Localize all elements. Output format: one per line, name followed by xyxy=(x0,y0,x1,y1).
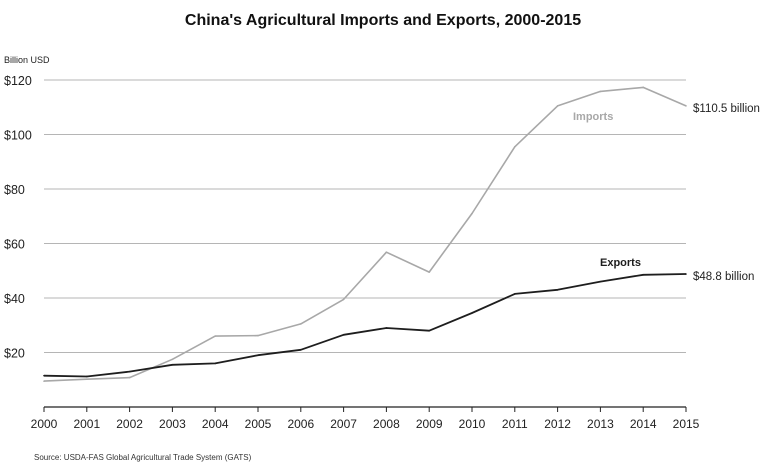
imports-point-2008 xyxy=(385,251,388,254)
imports-point-2000 xyxy=(43,380,45,382)
x-tick-label: 2008 xyxy=(373,417,400,431)
imports-point-2001 xyxy=(86,378,88,381)
y-axis-unit-label: Billion USD xyxy=(4,55,50,65)
imports-point-2004 xyxy=(214,335,216,337)
x-tick-label: 2010 xyxy=(459,417,486,431)
x-tick-label: 2007 xyxy=(330,417,357,431)
exports-point-2000 xyxy=(43,374,45,377)
imports-series-label: Imports xyxy=(573,111,613,123)
imports-point-2003 xyxy=(171,358,174,361)
x-tick-label: 2015 xyxy=(673,417,700,431)
exports-line xyxy=(43,273,687,378)
imports-point-2002 xyxy=(128,376,131,379)
exports-point-2014 xyxy=(642,274,644,276)
y-tick-label: $40 xyxy=(4,292,25,306)
x-tick-label: 2000 xyxy=(31,417,58,431)
imports-point-2012 xyxy=(556,105,559,107)
x-tick-label: 2002 xyxy=(116,417,143,431)
imports-point-2010 xyxy=(471,212,473,215)
exports-point-2002 xyxy=(128,370,131,373)
exports-point-2013 xyxy=(599,280,602,283)
exports-point-2007 xyxy=(342,333,345,336)
x-tick-label: 2005 xyxy=(245,417,272,431)
exports-series-label: Exports xyxy=(600,257,641,269)
x-tick-label: 2009 xyxy=(416,417,443,431)
y-tick-label: $60 xyxy=(4,238,25,252)
x-tick-label: 2011 xyxy=(502,417,528,431)
imports-line xyxy=(43,86,687,382)
exports-point-2012 xyxy=(556,289,559,291)
x-tick-label: 2006 xyxy=(287,417,314,431)
x-tick-label: 2003 xyxy=(159,417,186,431)
exports-point-2004 xyxy=(214,362,216,365)
exports-point-2005 xyxy=(257,354,259,357)
exports-point-2015 xyxy=(685,273,687,275)
exports-end-value-label: $48.8 billion xyxy=(693,271,754,283)
x-tick-label: 2012 xyxy=(544,417,571,431)
y-tick-label: $120 xyxy=(4,74,32,88)
exports-point-2006 xyxy=(300,348,302,351)
imports-end-value-label: $110.5 billion xyxy=(693,103,760,115)
exports-point-2011 xyxy=(514,293,516,295)
imports-point-2009 xyxy=(428,271,431,273)
imports-point-2014 xyxy=(642,86,644,89)
exports-point-2003 xyxy=(171,363,174,366)
exports-point-2001 xyxy=(86,375,88,378)
imports-point-2015 xyxy=(685,105,687,107)
source-note: Source: USDA-FAS Global Agricultural Tra… xyxy=(34,453,252,462)
imports-point-2006 xyxy=(300,323,302,325)
x-tick-label: 2014 xyxy=(630,417,657,431)
exports-point-2009 xyxy=(428,329,431,332)
imports-point-2013 xyxy=(599,90,602,93)
x-tick-label: 2013 xyxy=(587,417,614,431)
y-axis-tick-labels: $20 $40 $60 $80 $100 $120 xyxy=(4,74,32,361)
gridlines xyxy=(44,79,686,353)
imports-point-2011 xyxy=(514,145,516,148)
y-tick-label: $100 xyxy=(4,129,32,143)
series-lines xyxy=(43,86,687,382)
x-tick-label: 2004 xyxy=(202,417,229,431)
chart-title: China's Agricultural Imports and Exports… xyxy=(185,12,581,29)
y-tick-label: $20 xyxy=(4,347,25,361)
y-tick-label: $80 xyxy=(4,183,25,197)
x-tick-label: 2001 xyxy=(73,417,100,431)
exports-point-2010 xyxy=(471,312,473,314)
exports-point-2008 xyxy=(385,327,388,329)
x-axis: 2000 2001 2002 2003 2004 2005 2006 2007 2008 2009… xyxy=(31,406,700,431)
imports-point-2007 xyxy=(342,298,345,301)
imports-point-2005 xyxy=(257,334,259,337)
